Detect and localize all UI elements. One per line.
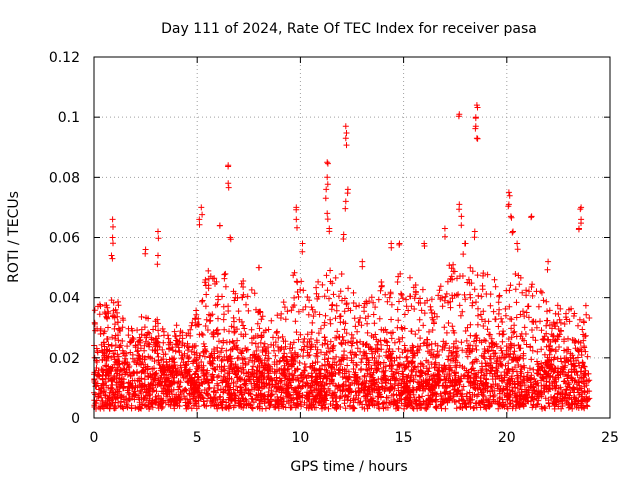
grid-lines (94, 57, 610, 418)
roti-series-markers (91, 102, 593, 412)
x-tick-label: 5 (193, 430, 202, 446)
y-tick-label: 0 (71, 411, 80, 427)
x-tick-label: 15 (395, 430, 413, 446)
chart-title: Day 111 of 2024, Rate Of TEC Index for r… (161, 21, 537, 37)
x-tick-label: 20 (498, 430, 516, 446)
y-tick-label: 0.1 (58, 110, 80, 126)
y-tick-label: 0.08 (49, 170, 80, 186)
data-points (91, 102, 593, 412)
y-tick-label: 0.06 (49, 231, 80, 247)
plot-frame (93, 56, 611, 419)
x-tick-label: 10 (291, 430, 309, 446)
y-axis-label: ROTI / TECUs (6, 191, 22, 283)
x-tick-label: 0 (90, 430, 99, 446)
x-tick-label: 25 (601, 430, 619, 446)
y-tick-label: 0.04 (49, 291, 80, 307)
y-tick-label: 0.02 (49, 351, 80, 367)
axis-ticks (93, 56, 611, 419)
tick-labels: 0 5 10 15 20 25 0 0.02 0.04 0.06 0.08 0.1 0.12 (49, 50, 619, 446)
y-tick-label: 0.12 (49, 50, 80, 66)
x-axis-label: GPS time / hours (290, 459, 407, 475)
